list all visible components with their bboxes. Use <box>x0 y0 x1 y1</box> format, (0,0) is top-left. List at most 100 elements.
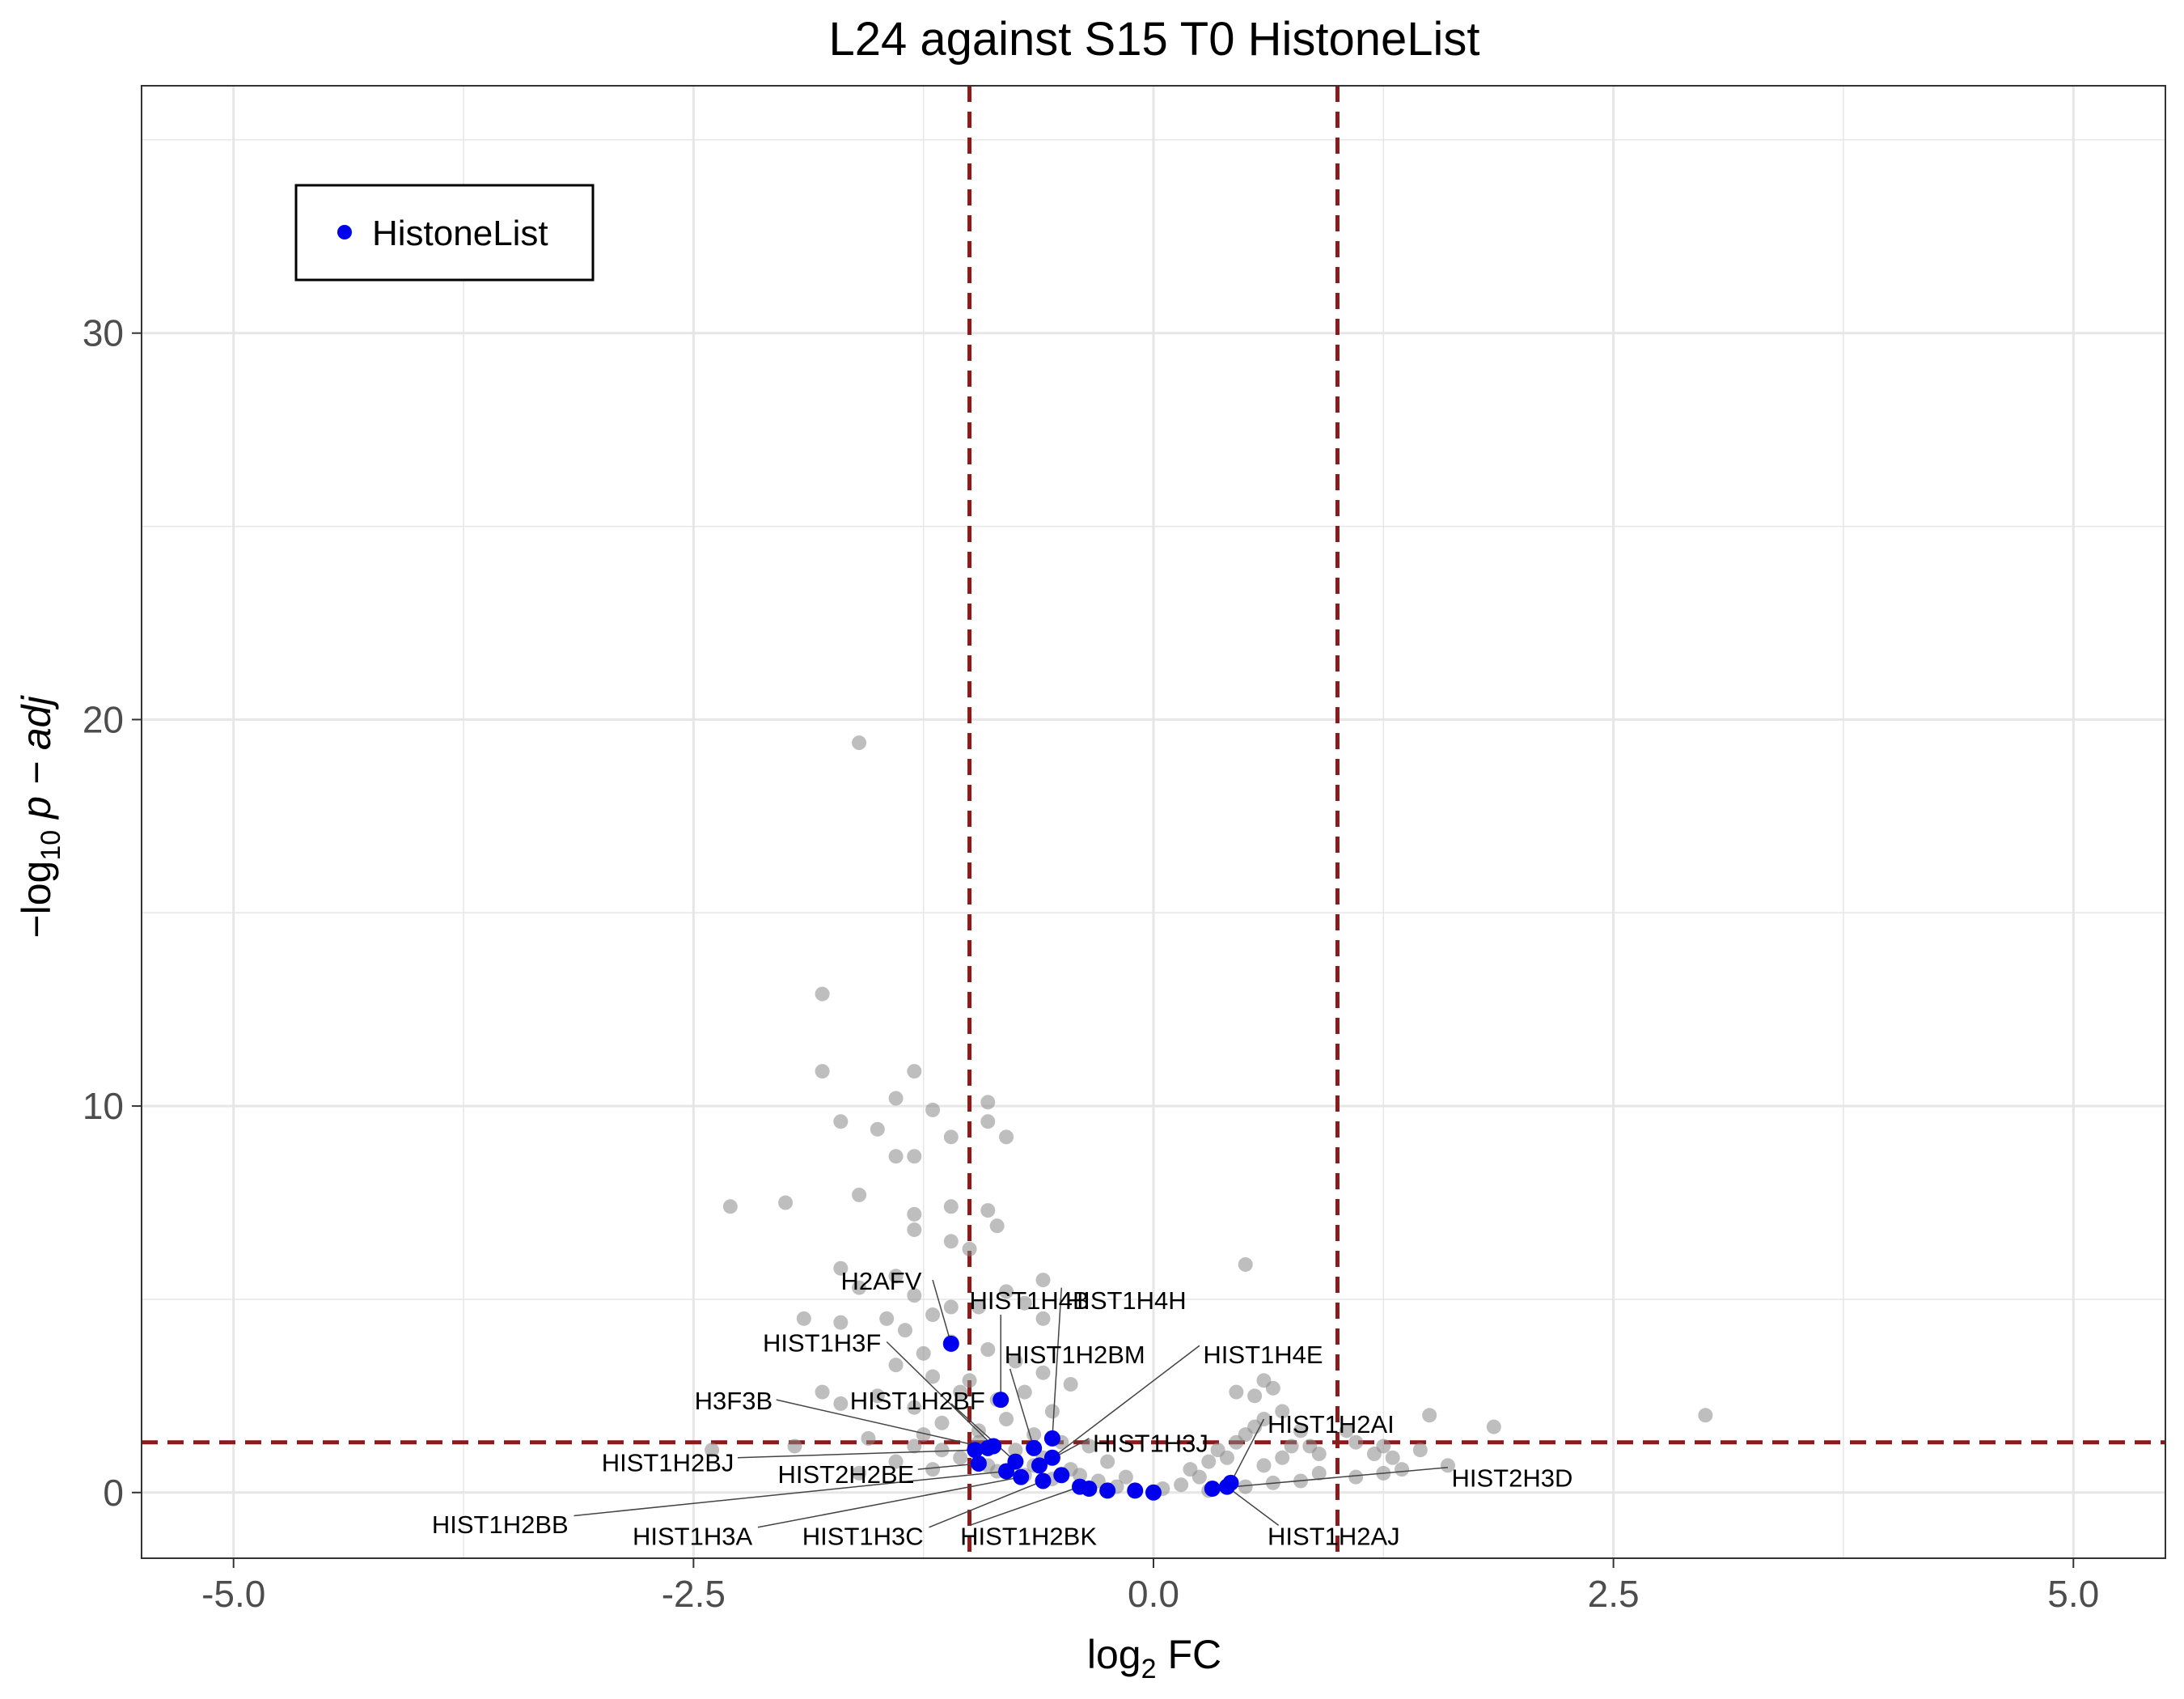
label-leader-line <box>917 1463 979 1470</box>
y-axis-label-subscript: 10 <box>36 830 66 861</box>
background-point <box>1256 1458 1272 1473</box>
background-point <box>907 1149 922 1164</box>
gene-label: HIST1H2AJ <box>1268 1522 1400 1550</box>
background-point <box>1275 1404 1290 1419</box>
background-point <box>1284 1438 1299 1454</box>
histone-point <box>1099 1482 1116 1499</box>
background-point <box>1275 1450 1290 1465</box>
y-tick-label: 30 <box>83 312 124 354</box>
background-point <box>953 1450 968 1465</box>
label-leader-line <box>886 1341 994 1447</box>
background-point <box>815 986 830 1002</box>
background-point <box>980 1203 996 1218</box>
x-axis-label-main: log <box>1087 1632 1141 1677</box>
x-axis-ticks: -5.0 -2.5 0.0 2.5 5.0 <box>201 1558 2099 1615</box>
histone-point <box>1026 1439 1043 1456</box>
background-point <box>953 1384 968 1400</box>
histone-point <box>1053 1467 1070 1484</box>
y-tick-label: 20 <box>83 698 124 740</box>
background-point <box>1486 1419 1501 1434</box>
gene-label: HIST1H2BK <box>960 1522 1097 1550</box>
histone-point <box>1043 1430 1060 1447</box>
background-point <box>999 1284 1014 1299</box>
histone-point <box>1204 1481 1221 1498</box>
background-point <box>1698 1408 1713 1423</box>
background-point <box>943 1129 959 1145</box>
background-point <box>907 1400 922 1415</box>
label-leader-line <box>1230 1418 1265 1484</box>
background-point <box>934 1415 950 1430</box>
gene-label: HIST1H2AI <box>1268 1410 1395 1438</box>
background-point <box>1293 1423 1308 1438</box>
gene-label: HIST1H2BJ <box>602 1449 734 1477</box>
background-point <box>907 1288 922 1303</box>
gene-label: HIST1H4B <box>970 1286 1090 1315</box>
background-point <box>1311 1447 1327 1462</box>
background-point <box>1265 1380 1280 1396</box>
y-axis-label-prefix: −log <box>14 861 59 938</box>
background-point <box>852 1465 867 1481</box>
background-point <box>1348 1469 1364 1485</box>
chart-title: L24 against S15 T0 HistoneList <box>828 13 1479 66</box>
histone-point <box>1127 1482 1144 1499</box>
y-axis-ticks: 0 10 20 30 <box>83 312 142 1514</box>
background-point <box>1174 1477 1189 1493</box>
background-point <box>870 1388 885 1404</box>
highlight-points <box>942 1335 1239 1501</box>
histone-point <box>1145 1484 1162 1501</box>
background-point <box>925 1102 941 1117</box>
gene-label: HIST1H4E <box>1203 1341 1323 1369</box>
background-point <box>962 1373 977 1388</box>
background-point <box>925 1369 941 1384</box>
background-point <box>1008 1443 1023 1458</box>
background-point <box>1385 1450 1400 1465</box>
background-point <box>852 1187 867 1202</box>
label-leader-line <box>1226 1486 1280 1526</box>
background-point <box>833 1114 849 1129</box>
background-point <box>1440 1458 1455 1473</box>
background-point <box>852 1280 867 1295</box>
background-point <box>1376 1438 1391 1454</box>
background-point <box>1063 1377 1078 1392</box>
y-tick-label: 10 <box>83 1085 124 1127</box>
label-leader-line <box>737 1449 976 1459</box>
background-point <box>1247 1388 1263 1404</box>
x-tick-label: -2.5 <box>662 1573 726 1615</box>
background-point <box>833 1396 849 1411</box>
histone-point <box>1013 1468 1030 1485</box>
background-point <box>943 1199 959 1214</box>
background-point <box>1044 1404 1060 1419</box>
background-point <box>907 1206 922 1222</box>
background-point <box>1201 1454 1217 1469</box>
background-point <box>1238 1479 1253 1494</box>
label-leader-line <box>932 1279 952 1345</box>
background-point <box>815 1064 830 1079</box>
background-point <box>897 1323 912 1338</box>
label-leader-line <box>969 1485 1081 1527</box>
x-tick-label: -5.0 <box>201 1573 265 1615</box>
background-point <box>1035 1311 1051 1326</box>
label-leader-line <box>574 1470 1007 1517</box>
histone-point <box>942 1335 959 1352</box>
gene-label: HIST2H3D <box>1451 1464 1572 1493</box>
background-point <box>916 1345 931 1361</box>
x-axis-label-tail: FC <box>1157 1632 1222 1677</box>
gene-label: HIST1H4H <box>1065 1286 1187 1315</box>
background-point <box>943 1299 959 1315</box>
background-point <box>879 1311 895 1326</box>
background-point <box>722 1199 738 1214</box>
label-leader-line <box>1052 1345 1200 1459</box>
background-point <box>980 1095 996 1110</box>
y-tick-label: 0 <box>103 1472 124 1514</box>
label-leader-line <box>929 1480 1043 1528</box>
histone-point <box>1081 1481 1098 1498</box>
background-point <box>1073 1468 1088 1483</box>
background-point <box>1238 1256 1253 1272</box>
background-point <box>1026 1427 1042 1443</box>
background-point <box>1017 1295 1032 1311</box>
background-point <box>980 1114 996 1129</box>
background-point <box>999 1129 1014 1145</box>
background-point <box>907 1438 922 1454</box>
background-point <box>971 1299 986 1315</box>
label-leader-line <box>950 1403 1016 1463</box>
